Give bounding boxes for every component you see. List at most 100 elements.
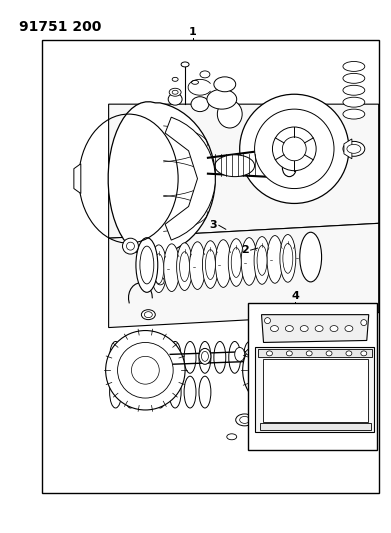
Ellipse shape	[172, 77, 178, 82]
Bar	[262, 359, 368, 422]
Ellipse shape	[300, 232, 322, 282]
Ellipse shape	[346, 351, 352, 356]
Ellipse shape	[140, 246, 154, 284]
Circle shape	[122, 238, 138, 254]
Ellipse shape	[306, 351, 312, 356]
Ellipse shape	[169, 342, 181, 373]
Ellipse shape	[214, 342, 226, 373]
Ellipse shape	[214, 77, 236, 92]
Ellipse shape	[200, 71, 210, 78]
Ellipse shape	[169, 88, 181, 96]
Ellipse shape	[154, 254, 164, 284]
Polygon shape	[262, 314, 369, 343]
Ellipse shape	[199, 342, 211, 373]
Ellipse shape	[283, 244, 293, 273]
Ellipse shape	[361, 351, 367, 356]
Ellipse shape	[267, 351, 273, 356]
Ellipse shape	[203, 241, 218, 288]
Bar	[264, 346, 292, 362]
Polygon shape	[74, 164, 81, 193]
Bar	[42, 39, 379, 494]
Circle shape	[127, 242, 135, 250]
Circle shape	[255, 109, 334, 189]
Ellipse shape	[199, 376, 211, 408]
Circle shape	[255, 341, 314, 400]
Text: 2: 2	[241, 245, 249, 255]
Polygon shape	[165, 117, 215, 240]
Ellipse shape	[240, 416, 249, 423]
Ellipse shape	[181, 62, 189, 67]
Ellipse shape	[300, 326, 308, 332]
Ellipse shape	[154, 342, 166, 373]
Ellipse shape	[169, 376, 181, 408]
Text: 4: 4	[291, 291, 299, 301]
Ellipse shape	[192, 80, 199, 84]
Ellipse shape	[241, 238, 257, 285]
Circle shape	[156, 277, 164, 285]
Circle shape	[131, 357, 159, 384]
Ellipse shape	[271, 326, 278, 332]
Ellipse shape	[286, 351, 292, 356]
Ellipse shape	[124, 376, 136, 408]
Polygon shape	[255, 348, 374, 432]
Ellipse shape	[285, 326, 293, 332]
Ellipse shape	[326, 351, 332, 356]
Circle shape	[243, 328, 326, 412]
Ellipse shape	[215, 240, 231, 287]
Text: 3: 3	[209, 220, 217, 230]
Circle shape	[269, 354, 300, 386]
Ellipse shape	[168, 93, 182, 105]
Ellipse shape	[347, 144, 361, 154]
Circle shape	[240, 94, 349, 204]
Circle shape	[273, 127, 316, 171]
Ellipse shape	[244, 342, 256, 373]
Ellipse shape	[190, 242, 205, 289]
Ellipse shape	[227, 434, 237, 440]
Ellipse shape	[201, 351, 208, 361]
Ellipse shape	[343, 61, 365, 71]
Circle shape	[144, 265, 150, 271]
Ellipse shape	[235, 348, 245, 361]
Ellipse shape	[236, 414, 254, 426]
Ellipse shape	[280, 235, 296, 282]
Ellipse shape	[179, 252, 190, 281]
Ellipse shape	[205, 249, 215, 279]
Ellipse shape	[254, 237, 270, 284]
Ellipse shape	[343, 109, 365, 119]
Ellipse shape	[282, 159, 296, 176]
Circle shape	[106, 330, 185, 410]
Ellipse shape	[199, 349, 211, 364]
Circle shape	[361, 320, 367, 326]
Ellipse shape	[343, 141, 365, 156]
Ellipse shape	[177, 243, 192, 290]
Bar	[260, 423, 371, 430]
Ellipse shape	[109, 342, 122, 373]
Polygon shape	[109, 104, 379, 238]
Ellipse shape	[144, 312, 152, 318]
Ellipse shape	[109, 376, 122, 408]
Ellipse shape	[164, 244, 179, 292]
Ellipse shape	[315, 326, 323, 332]
Ellipse shape	[140, 342, 151, 373]
Ellipse shape	[231, 248, 241, 277]
Bar	[258, 350, 372, 357]
Bar	[248, 303, 377, 450]
Ellipse shape	[229, 342, 241, 373]
Ellipse shape	[343, 97, 365, 107]
Text: 91751 200: 91751 200	[19, 20, 102, 34]
Ellipse shape	[215, 155, 255, 176]
Circle shape	[264, 318, 271, 324]
Ellipse shape	[184, 342, 196, 373]
Ellipse shape	[207, 89, 237, 109]
Ellipse shape	[154, 376, 166, 408]
Circle shape	[118, 343, 173, 398]
Ellipse shape	[345, 326, 353, 332]
Circle shape	[282, 137, 306, 161]
Ellipse shape	[217, 100, 242, 128]
Text: 1: 1	[189, 27, 197, 37]
Polygon shape	[344, 139, 352, 159]
Ellipse shape	[142, 310, 155, 320]
Ellipse shape	[257, 246, 267, 276]
Ellipse shape	[246, 349, 264, 357]
Ellipse shape	[151, 245, 167, 293]
